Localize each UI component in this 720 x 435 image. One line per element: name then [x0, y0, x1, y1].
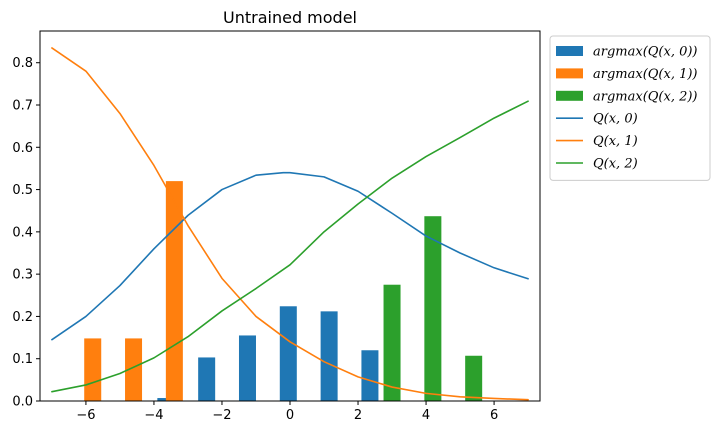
y-tick-label: 0.4: [12, 225, 33, 240]
bar-series0-5: [361, 350, 379, 401]
line-series-1: [51, 47, 529, 401]
legend-label: Q(x, 0): [593, 112, 638, 127]
legend: argmax(Q(x, 0)) argmax(Q(x, 1)) argmax(Q(x…: [549, 35, 711, 181]
bar-series1-0: [84, 338, 102, 401]
legend-label: argmax(Q(x, 0)): [593, 45, 698, 60]
x-tick-label: 0: [286, 408, 294, 423]
chart-title: Untrained model: [223, 8, 357, 27]
legend-swatch: [556, 68, 583, 79]
bar-series2-2: [465, 355, 483, 401]
line-series-2: [51, 100, 529, 393]
bar-series2-1: [424, 216, 442, 401]
legend-label: argmax(Q(x, 1)): [593, 67, 698, 82]
y-axis: 0.0 0.1 0.2 0.3 0.4 0.5 0.6 0.7 0.8: [12, 56, 40, 410]
bar-series1-2: [165, 181, 183, 401]
lines-layer: [51, 47, 529, 401]
y-tick-label: 0.7: [12, 99, 33, 114]
bar-series0-1: [198, 357, 216, 401]
x-tick-label: −6: [76, 408, 95, 423]
y-tick-label: 0.3: [12, 268, 33, 283]
legend-label: argmax(Q(x, 2)): [593, 89, 698, 104]
bar-series2-0: [383, 284, 401, 401]
x-tick-label: 2: [354, 408, 362, 423]
x-tick-label: 4: [422, 408, 430, 423]
line-series-0: [51, 171, 529, 341]
x-tick-label: −4: [144, 408, 163, 423]
y-tick-label: 0.1: [12, 352, 33, 367]
x-tick-label: −2: [212, 408, 231, 423]
y-tick-label: 0.5: [12, 183, 33, 198]
x-tick-label: 6: [490, 408, 498, 423]
legend-swatch: [556, 46, 583, 56]
y-tick-label: 0.2: [12, 310, 33, 325]
bar-series0-2: [238, 335, 256, 401]
y-tick-label: 0.8: [12, 56, 33, 71]
legend-swatch: [556, 90, 583, 101]
bar-series0-3: [279, 306, 297, 401]
x-axis: −6 −4 −2 0 2 4 6: [76, 401, 498, 423]
bar-series1-1: [125, 338, 143, 401]
legend-label: Q(x, 2): [593, 157, 638, 172]
y-tick-label: 0.0: [12, 395, 33, 410]
bars-layer: [84, 181, 483, 401]
legend-box: [549, 35, 711, 181]
bar-series0-4: [320, 311, 338, 401]
legend-label: Q(x, 1): [593, 134, 638, 149]
y-tick-label: 0.6: [12, 141, 33, 156]
